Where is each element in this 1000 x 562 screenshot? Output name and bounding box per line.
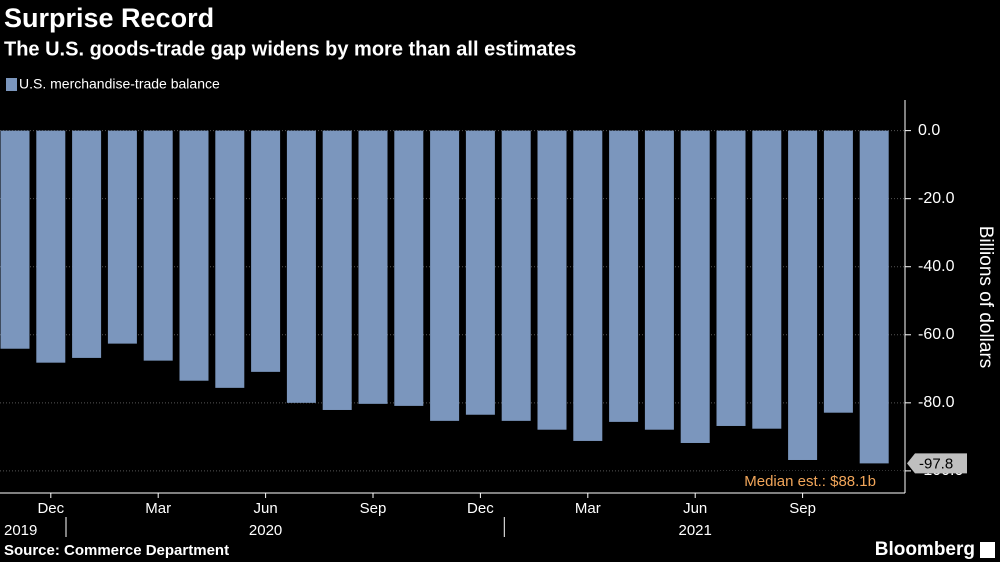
annotation: Median est.: $88.1b bbox=[744, 473, 876, 490]
x-tick-label: Mar bbox=[145, 500, 171, 517]
bar bbox=[465, 130, 495, 415]
bar bbox=[716, 130, 746, 426]
x-year-label: 2019 bbox=[4, 522, 37, 539]
chart-subtitle: The U.S. goods-trade gap widens by more … bbox=[4, 38, 576, 60]
x-tick-label: Sep bbox=[360, 500, 387, 517]
x-tick-label: Dec bbox=[37, 500, 64, 517]
brand: Bloomberg bbox=[875, 539, 975, 560]
bar bbox=[644, 130, 674, 430]
x-year-label: 2020 bbox=[249, 522, 282, 539]
legend-label: U.S. merchandise-trade balance bbox=[19, 76, 220, 92]
y-tick-label: -60.0 bbox=[918, 326, 955, 343]
bar bbox=[107, 130, 137, 344]
bar bbox=[36, 130, 66, 363]
bar bbox=[823, 130, 853, 413]
bar bbox=[179, 130, 209, 381]
bar bbox=[430, 130, 460, 421]
y-tick-label: -20.0 bbox=[918, 190, 955, 207]
legend-swatch bbox=[6, 78, 17, 91]
y-tick-label: 0.0 bbox=[918, 122, 940, 139]
chart-title: Surprise Record bbox=[4, 3, 214, 33]
bar bbox=[680, 130, 710, 443]
y-tick-label: -40.0 bbox=[918, 258, 955, 275]
bar bbox=[394, 130, 424, 406]
value-callout bbox=[907, 453, 967, 474]
bar bbox=[537, 130, 567, 430]
bar bbox=[251, 130, 281, 372]
source: Source: Commerce Department bbox=[4, 542, 229, 559]
bar bbox=[501, 130, 531, 421]
x-year-label: 2021 bbox=[679, 522, 712, 539]
brand-icon bbox=[980, 542, 995, 558]
bar bbox=[0, 130, 30, 349]
y-tick-label: -80.0 bbox=[918, 394, 955, 411]
x-tick-label: Dec bbox=[467, 500, 494, 517]
bar bbox=[143, 130, 173, 361]
x-tick-label: Jun bbox=[254, 500, 278, 517]
bar bbox=[609, 130, 639, 422]
x-tick-label: Sep bbox=[789, 500, 816, 517]
bar bbox=[752, 130, 782, 429]
bar bbox=[358, 130, 388, 404]
annotation-bg bbox=[720, 471, 903, 491]
bar bbox=[286, 130, 316, 403]
x-tick-label: Jun bbox=[683, 500, 707, 517]
x-tick-label: Mar bbox=[575, 500, 601, 517]
bar bbox=[72, 130, 102, 358]
bar bbox=[215, 130, 245, 388]
bar bbox=[322, 130, 352, 410]
value-label: -97.8 bbox=[919, 455, 953, 472]
bar bbox=[788, 130, 818, 460]
bar bbox=[573, 130, 603, 441]
y-axis-label: Billions of dollars bbox=[975, 226, 996, 369]
bar bbox=[859, 130, 889, 464]
